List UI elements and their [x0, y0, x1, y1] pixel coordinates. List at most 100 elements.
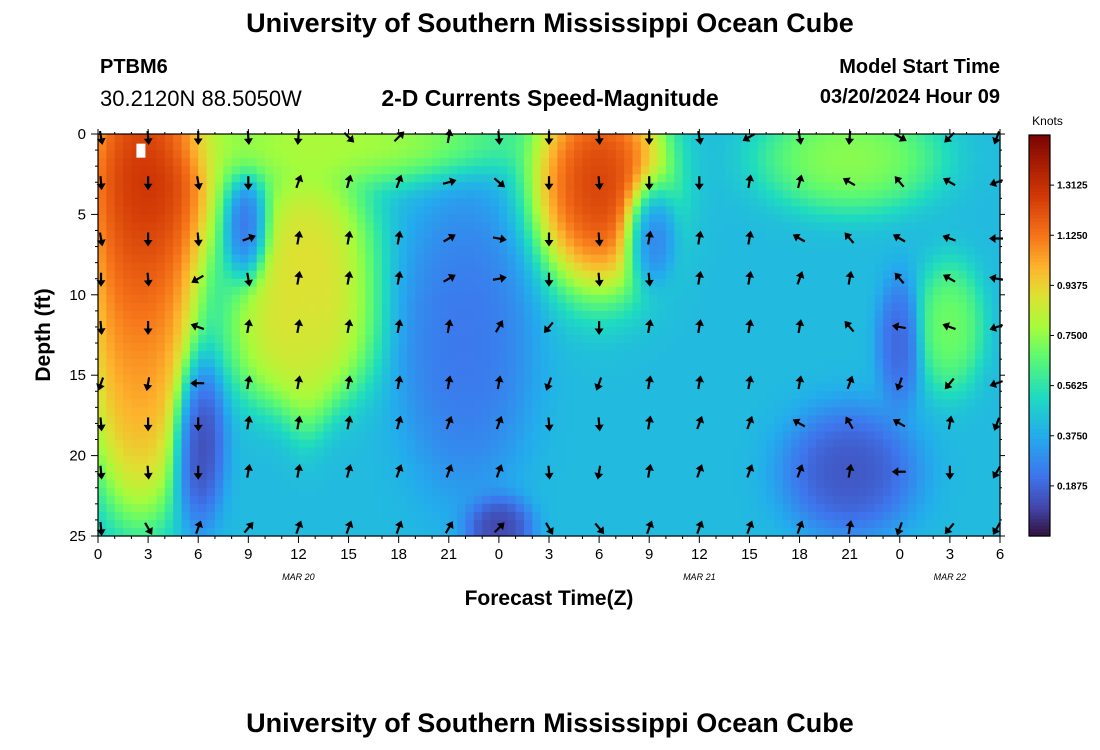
heatmap-cell	[114, 150, 124, 159]
heatmap-cell	[858, 391, 867, 400]
heatmap-cell	[640, 479, 650, 489]
heatmap-cell	[682, 262, 692, 272]
heatmap-cell	[356, 407, 366, 416]
heatmap-cell	[248, 391, 258, 400]
heatmap-cell	[908, 415, 918, 425]
heatmap-cell	[265, 479, 274, 489]
heatmap-cell	[966, 487, 976, 497]
heatmap-cell	[281, 230, 291, 240]
heatmap-cell	[432, 150, 442, 159]
heatmap-cell	[933, 391, 943, 400]
heatmap-cell	[490, 294, 500, 304]
station-coordinates: 30.2120N 88.5050W	[100, 86, 302, 111]
heatmap-cell	[574, 415, 584, 425]
heatmap-cell	[298, 310, 308, 320]
heatmap-cell	[774, 447, 784, 457]
heatmap-cell	[774, 359, 784, 368]
heatmap-cell	[974, 423, 984, 433]
heatmap-cell	[432, 463, 442, 473]
heatmap-cell	[557, 198, 567, 207]
heatmap-cell	[223, 463, 233, 473]
heatmap-cell	[265, 415, 274, 425]
heatmap-cell	[665, 262, 675, 272]
heatmap-cell	[949, 174, 959, 183]
heatmap-cell	[757, 367, 767, 376]
heatmap-cell	[248, 198, 258, 207]
heatmap-cell	[724, 399, 734, 408]
heatmap-cell	[858, 262, 867, 272]
heatmap-cell	[164, 487, 174, 497]
heatmap-cell	[523, 407, 533, 416]
heatmap-cell	[732, 142, 742, 151]
heatmap-cell	[214, 166, 224, 175]
heatmap-cell	[206, 214, 216, 224]
heatmap-cell	[549, 134, 558, 143]
heatmap-cell	[323, 254, 333, 264]
heatmap-cell	[866, 431, 876, 441]
heatmap-cell	[816, 302, 826, 312]
heatmap-cell	[189, 182, 199, 191]
heatmap-cell	[432, 318, 442, 328]
heatmap-cell	[732, 399, 742, 408]
heatmap-cell	[315, 230, 325, 240]
heatmap-cell	[924, 158, 934, 167]
heatmap-cell	[607, 302, 617, 312]
heatmap-cell	[214, 479, 224, 489]
heatmap-cell	[615, 206, 625, 215]
heatmap-cell	[615, 294, 625, 304]
heatmap-cell	[824, 487, 834, 497]
heatmap-cell	[114, 238, 124, 248]
heatmap-cell	[248, 262, 258, 272]
heatmap-cell	[507, 359, 517, 368]
heatmap-cell	[941, 158, 951, 167]
heatmap-cell	[507, 254, 517, 264]
heatmap-cell	[498, 367, 508, 376]
heatmap-cell	[156, 198, 166, 207]
heatmap-cell	[624, 439, 634, 449]
heatmap-cell	[473, 423, 483, 433]
heatmap-cell	[607, 471, 617, 481]
heatmap-cell	[398, 326, 408, 336]
heatmap-cell	[824, 383, 834, 392]
heatmap-cell	[148, 391, 158, 400]
heatmap-cell	[523, 222, 533, 232]
heatmap-cell	[365, 310, 375, 320]
heatmap-cell	[640, 302, 650, 312]
heatmap-cell	[649, 415, 659, 425]
heatmap-cell	[599, 214, 609, 224]
heatmap-cell	[983, 335, 993, 344]
heatmap-cell	[640, 487, 650, 497]
heatmap-cell	[298, 238, 308, 248]
heatmap-cell	[432, 198, 442, 207]
heatmap-cell	[473, 254, 483, 264]
heatmap-cell	[214, 142, 224, 151]
heatmap-cell	[465, 343, 475, 352]
heatmap-cell	[164, 238, 174, 248]
heatmap-cell	[164, 479, 174, 489]
heatmap-cell	[908, 471, 918, 481]
heatmap-cell	[432, 286, 442, 296]
heatmap-cell	[415, 286, 425, 296]
heatmap-cell	[407, 343, 416, 352]
heatmap-cell	[323, 222, 333, 232]
heatmap-cell	[674, 367, 684, 376]
heatmap-cell	[131, 262, 141, 272]
heatmap-cell	[615, 455, 625, 465]
heatmap-cell	[231, 471, 241, 481]
heatmap-cell	[98, 150, 107, 159]
heatmap-cell	[690, 367, 700, 376]
heatmap-cell	[916, 495, 926, 505]
heatmap-cell	[265, 230, 274, 240]
heatmap-cell	[281, 278, 291, 288]
heatmap-cell	[741, 222, 751, 232]
heatmap-cell	[849, 495, 859, 505]
heatmap-cell	[532, 423, 542, 433]
heatmap-cell	[123, 318, 133, 328]
heatmap-cell	[198, 286, 208, 296]
heatmap-cell	[640, 471, 650, 481]
heatmap-cell	[498, 423, 508, 433]
heatmap-cell	[632, 431, 642, 441]
heatmap-cell	[407, 439, 416, 449]
heatmap-cell	[966, 383, 976, 392]
heatmap-cell	[774, 230, 784, 240]
